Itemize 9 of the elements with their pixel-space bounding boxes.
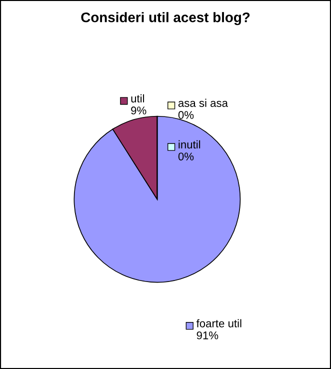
text: 0% <box>178 152 194 160</box>
data-label: 9% <box>131 106 146 114</box>
chart-title: Consideri util acest blog? <box>81 12 250 26</box>
text: 0% <box>178 111 194 119</box>
legend-label: asa si asa <box>178 98 228 107</box>
data-label: 91% <box>196 331 218 340</box>
legend-label: foarte util <box>196 319 242 328</box>
legend-label: util <box>131 94 144 102</box>
legend-label: inutil <box>178 140 200 148</box>
